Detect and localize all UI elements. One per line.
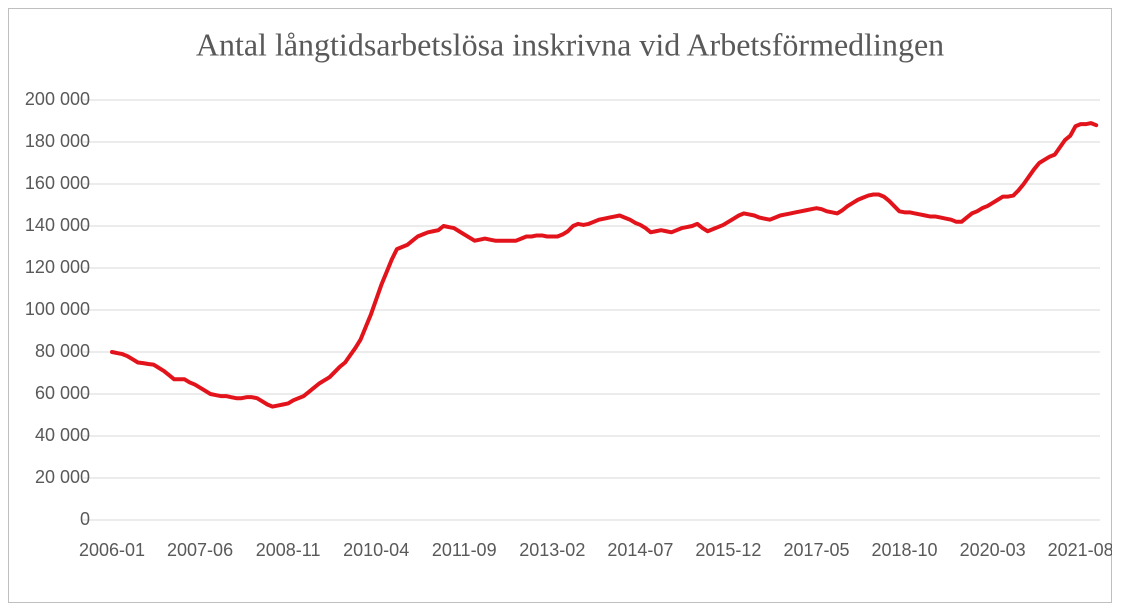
y-tick-label: 160 000 <box>25 173 90 193</box>
x-tick-label: 2021-08 <box>1048 540 1114 560</box>
y-tick-label: 200 000 <box>25 89 90 109</box>
x-tick-label: 2011-09 <box>432 540 497 560</box>
y-tick-label: 20 000 <box>35 467 90 487</box>
x-tick-label: 2014-07 <box>607 540 673 560</box>
y-tick-label: 180 000 <box>25 131 90 151</box>
grid <box>83 99 1100 521</box>
labels: 0 20 000 40 000 60 000 80 000 100 000 120 000 1… <box>25 89 1114 560</box>
x-tick-label: 2020-03 <box>960 540 1026 560</box>
x-tick-label: 2015-12 <box>695 540 761 560</box>
x-tick-label: 2007-06 <box>167 540 233 560</box>
y-tick-label: 120 000 <box>25 257 90 277</box>
y-tick-label: 40 000 <box>35 425 90 445</box>
data-line <box>110 121 1099 409</box>
y-tick-label: 140 000 <box>25 215 90 235</box>
x-tick-label: 2017-05 <box>783 540 849 560</box>
x-tick-label: 2018-10 <box>872 540 938 560</box>
y-tick-label: 80 000 <box>35 341 90 361</box>
y-tick-label: 0 <box>80 509 90 529</box>
chart-border <box>8 8 1112 603</box>
x-tick-label: 2010-04 <box>343 540 409 560</box>
x-tick-label: 2013-02 <box>519 540 585 560</box>
x-tick-label: 2008-11 <box>256 540 321 560</box>
chart-title: Antal långtidsarbetslösa inskrivna vid A… <box>196 26 944 62</box>
y-tick-label: 100 000 <box>25 299 90 319</box>
x-tick-label: 2006-01 <box>79 540 145 560</box>
y-tick-label: 60 000 <box>35 383 90 403</box>
